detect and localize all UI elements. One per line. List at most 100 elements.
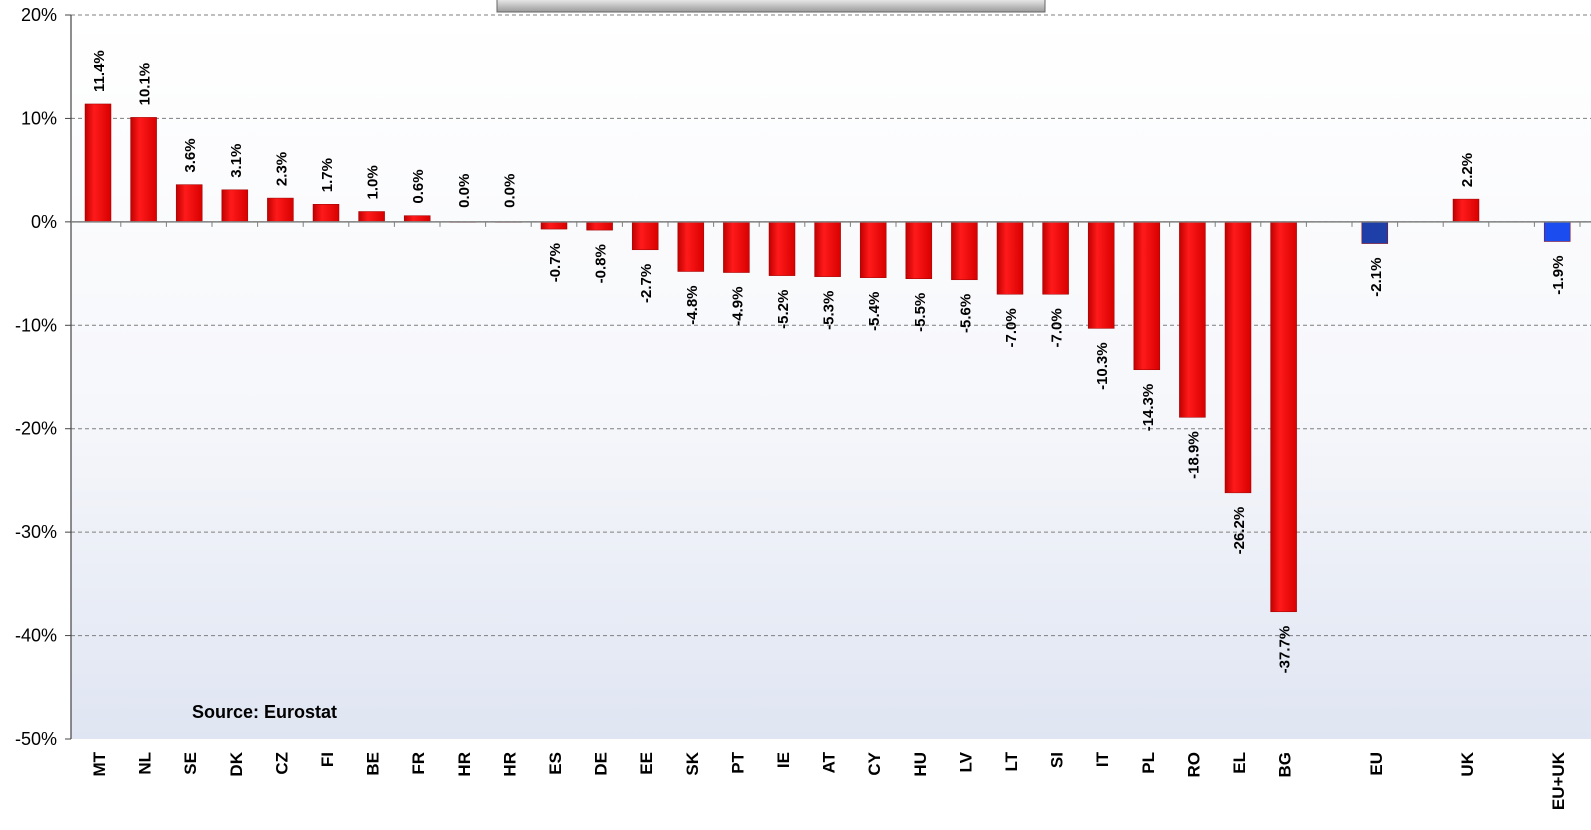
category-label: DE — [592, 752, 611, 776]
category-label: FR — [409, 752, 428, 775]
category-label: FI — [318, 752, 337, 767]
bar-uk — [1452, 198, 1480, 223]
category-label: LV — [956, 751, 975, 772]
data-label: -5.4% — [866, 292, 883, 331]
data-label: 3.1% — [228, 144, 245, 178]
bar-si — [1042, 221, 1069, 295]
title-box — [496, 0, 1046, 13]
plot-background — [71, 15, 1591, 739]
category-label: SI — [1048, 752, 1067, 768]
data-label: -18.9% — [1185, 431, 1202, 479]
category-label: PL — [1139, 752, 1158, 774]
data-label: -7.0% — [1049, 308, 1066, 347]
category-label: BG — [1276, 752, 1295, 778]
data-label: 10.1% — [137, 63, 154, 106]
category-label: BE — [364, 752, 383, 776]
bar-it — [1087, 221, 1115, 329]
data-label: 0.6% — [410, 169, 427, 203]
bar-cy — [859, 221, 887, 278]
category-label: MT — [90, 751, 109, 776]
category-label: EU — [1367, 752, 1386, 776]
source-note: Source: Eurostat — [192, 702, 337, 722]
bar-hu — [905, 221, 933, 279]
category-label: EL — [1230, 752, 1249, 774]
bar-fi — [312, 204, 340, 223]
category-label: RO — [1184, 752, 1203, 778]
y-tick-label: -50% — [15, 729, 57, 749]
bar-fr — [403, 215, 431, 223]
y-tick-label: -20% — [15, 419, 57, 439]
bar-ee — [631, 221, 659, 251]
category-label: SE — [181, 752, 200, 775]
category-label: CZ — [272, 752, 291, 775]
bar-at — [814, 221, 841, 277]
bar-sk — [677, 221, 705, 272]
data-label: 0.0% — [456, 174, 473, 208]
bar-cz — [267, 197, 294, 223]
category-label: NL — [136, 752, 155, 775]
category-label: IT — [1093, 751, 1112, 767]
data-label: -0.8% — [593, 244, 610, 283]
data-label: -2.7% — [638, 264, 655, 303]
bar-lv — [951, 221, 978, 281]
category-label: CY — [865, 751, 884, 775]
bar-el — [1224, 221, 1252, 494]
y-tick-label: -10% — [15, 315, 57, 335]
data-label: -5.5% — [912, 293, 929, 332]
bar-mt — [84, 103, 112, 223]
category-label: EU+UK — [1549, 751, 1568, 810]
data-label: 3.6% — [182, 138, 199, 172]
data-label: -5.3% — [821, 291, 838, 330]
category-label: LT — [1002, 751, 1021, 771]
y-tick-label: -30% — [15, 522, 57, 542]
data-label: 1.7% — [319, 158, 336, 192]
bar-nl — [130, 117, 157, 223]
data-label: 2.2% — [1459, 153, 1476, 187]
category-label: SK — [683, 751, 702, 775]
data-label: 2.3% — [273, 152, 290, 186]
category-label: DK — [227, 751, 246, 776]
data-label: -2.1% — [1368, 258, 1385, 297]
bar-pt — [723, 221, 750, 273]
bar-lt — [996, 221, 1024, 295]
category-label: PT — [728, 751, 747, 773]
category-label: EE — [637, 752, 656, 775]
bar-eu — [1361, 221, 1389, 244]
data-label: -5.2% — [775, 290, 792, 329]
category-label: IE — [774, 752, 793, 768]
bar-bg — [1270, 221, 1297, 613]
bar-se — [175, 184, 203, 223]
category-label: AT — [820, 751, 839, 773]
data-label: -1.9% — [1550, 256, 1567, 295]
category-label: HR — [500, 752, 519, 777]
category-label: UK — [1458, 751, 1477, 776]
category-label: ES — [546, 752, 565, 775]
data-label: 11.4% — [91, 50, 108, 92]
data-label: -4.9% — [729, 287, 746, 326]
data-label: -14.3% — [1140, 384, 1157, 432]
bar-de — [586, 221, 613, 231]
bar-dk — [221, 189, 249, 223]
category-label: HR — [455, 752, 474, 777]
y-tick-label: -40% — [15, 626, 57, 646]
data-label: -7.0% — [1003, 308, 1020, 347]
y-tick-label: 0% — [31, 212, 57, 232]
y-tick-label: 10% — [21, 108, 57, 128]
data-label: 0.0% — [501, 174, 518, 208]
bar-pl — [1133, 221, 1161, 371]
y-tick-label: 20% — [21, 5, 57, 25]
data-label: -26.2% — [1231, 507, 1248, 555]
data-label: -4.8% — [684, 286, 701, 325]
bar-ro — [1179, 221, 1206, 418]
data-label: -5.6% — [957, 294, 974, 333]
bar-eu-uk — [1543, 221, 1571, 242]
data-label: 1.0% — [365, 165, 382, 199]
data-label: -37.7% — [1277, 626, 1294, 674]
bar-be — [358, 211, 385, 223]
data-label: -10.3% — [1094, 342, 1111, 390]
bar-ie — [768, 221, 796, 276]
category-label: HU — [911, 752, 930, 777]
bar-es — [540, 221, 568, 230]
data-label: -0.7% — [547, 243, 564, 282]
